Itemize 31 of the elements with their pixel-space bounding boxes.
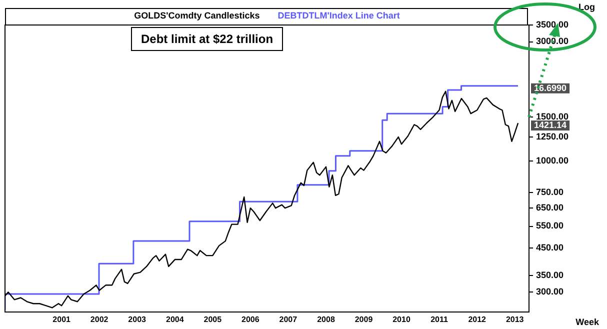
x-tick-label: 2001 bbox=[52, 315, 72, 324]
x-axis-title: Week bbox=[576, 316, 600, 327]
y-axis-title: Log bbox=[578, 2, 595, 12]
x-tick-label: 2004 bbox=[166, 315, 184, 324]
annotation: 1421.14 bbox=[534, 120, 567, 130]
annotation: 16.6990 bbox=[534, 82, 567, 93]
y-tick-label: 1250.00 bbox=[536, 131, 569, 142]
y-tick-label: 650.00 bbox=[536, 202, 564, 213]
y-tick-label: 1500.00 bbox=[536, 112, 569, 122]
y-tick-label: 750.00 bbox=[536, 187, 564, 198]
x-tick-label: 2002 bbox=[90, 315, 109, 324]
x-tick-label: 2008 bbox=[317, 315, 336, 324]
x-tick-label: 2013 bbox=[506, 315, 524, 324]
x-tick-label: 2010 bbox=[392, 315, 411, 324]
y-tick-label: 1000.00 bbox=[536, 156, 569, 166]
y-tick-label: 3500.00 bbox=[536, 19, 569, 30]
text: DEBTDTLM'Index Line Chart bbox=[278, 10, 400, 20]
x-tick-label: 2003 bbox=[128, 315, 147, 324]
text: GOLDS'Comdty Candlesticks bbox=[134, 10, 260, 20]
x-tick-label: 2011 bbox=[430, 315, 448, 324]
x-tick-label: 2006 bbox=[242, 315, 260, 324]
y-tick-label: 300.00 bbox=[536, 286, 564, 297]
y-tick-label: 350.00 bbox=[536, 270, 564, 280]
x-tick-label: 2009 bbox=[354, 315, 374, 324]
x-tick-label: 2005 bbox=[204, 315, 222, 324]
x-tick-label: 2012 bbox=[468, 315, 487, 324]
x-tick-label: 2007 bbox=[279, 315, 298, 324]
y-tick-label: 3000.00 bbox=[536, 36, 569, 46]
y-tick-label: 550.00 bbox=[536, 220, 564, 231]
y-tick-label: 450.00 bbox=[536, 242, 564, 253]
annotation: Debt limit at $22 trillion bbox=[131, 27, 284, 51]
